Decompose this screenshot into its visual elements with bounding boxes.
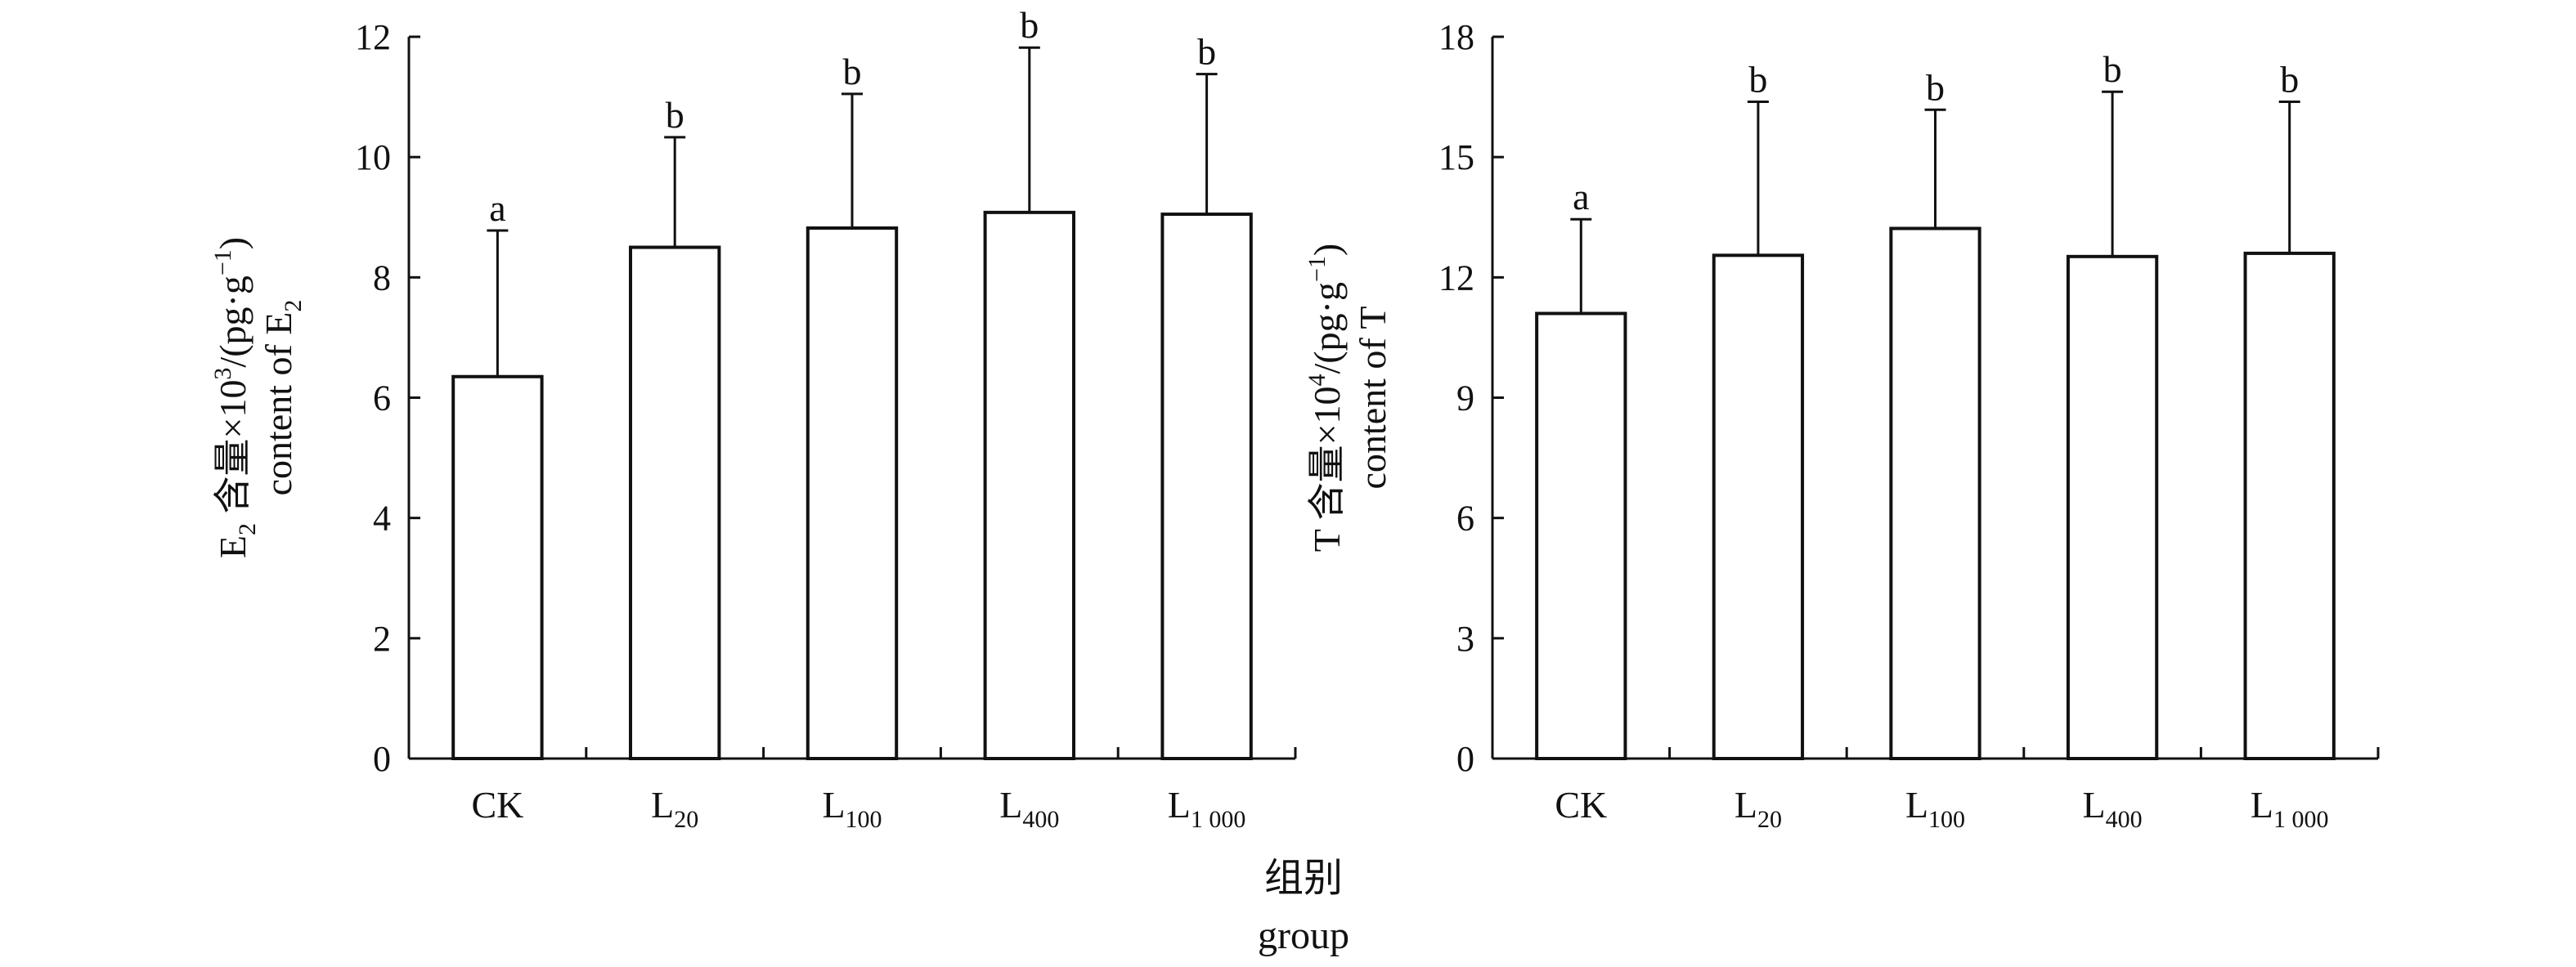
x-axis-label-zh: 组别 [1264, 857, 1343, 900]
y-tick-label: 2 [373, 619, 391, 659]
bar [1535, 311, 1627, 760]
y-tick-label: 3 [1456, 619, 1474, 659]
bar [1889, 226, 1981, 761]
y-tick-label: 9 [1456, 378, 1474, 419]
y-tick-label: 0 [1456, 739, 1474, 779]
x-tick-label: L20 [651, 784, 698, 833]
bar [983, 210, 1075, 760]
bar [1160, 213, 1253, 760]
x-tick-label: L1 000 [2251, 784, 2329, 833]
y-tick-label: 12 [355, 17, 391, 57]
bar [2066, 254, 2159, 760]
t-chart-panel: 0 3 6 9 12 15 18 a CK b L20 b L100 b L400 b L1 000 T 含量×1… [1304, 17, 2380, 833]
x-tick-label: CK [1555, 784, 1607, 826]
significance-letter: b [1748, 58, 1767, 100]
significance-letter: b [1926, 66, 1945, 108]
y-tick-label: 4 [373, 499, 391, 539]
y-tick-label: 10 [355, 137, 391, 177]
x-tick-label: L100 [1905, 784, 1965, 833]
y-tick-label: 8 [373, 257, 391, 298]
y-tick-label: 18 [1438, 17, 1474, 57]
significance-letter: a [1573, 176, 1589, 217]
significance-letter: b [1020, 4, 1039, 46]
significance-letter: b [666, 94, 684, 136]
x-tick-label: L400 [2083, 784, 2143, 833]
bar [451, 374, 544, 760]
y-tick-label: 12 [1438, 257, 1474, 298]
x-tick-label: L1 000 [1168, 784, 1246, 833]
x-axis-label-en: group [1258, 914, 1349, 957]
significance-letter: b [843, 51, 862, 92]
bar [629, 245, 721, 760]
bar [1712, 253, 1805, 760]
x-tick-label: L20 [1735, 784, 1782, 833]
y-tick-label: 6 [1456, 499, 1474, 539]
significance-letter: b [2103, 48, 2122, 90]
x-tick-label: L100 [822, 784, 882, 833]
bar [806, 226, 899, 760]
significance-letter: b [2280, 58, 2299, 100]
x-tick-label: L400 [999, 784, 1059, 833]
bar [2243, 251, 2336, 760]
significance-letter: a [489, 187, 505, 229]
e2-chart-panel: 0 2 4 6 8 10 12 a CK b L20 b L100 b L400 b L1 000 E2 含量×1… [209, 4, 1297, 833]
x-tick-label: CK [471, 784, 523, 826]
y-tick-label: 0 [373, 739, 391, 779]
y-axis-label: E2 含量×103/(pg·g−1)content of E2 [209, 237, 307, 558]
y-axis-label: T 含量×104/(pg·g−1)content of T [1304, 244, 1393, 552]
y-tick-label: 15 [1438, 137, 1474, 177]
significance-letter: b [1197, 31, 1216, 73]
y-tick-label: 6 [373, 378, 391, 419]
